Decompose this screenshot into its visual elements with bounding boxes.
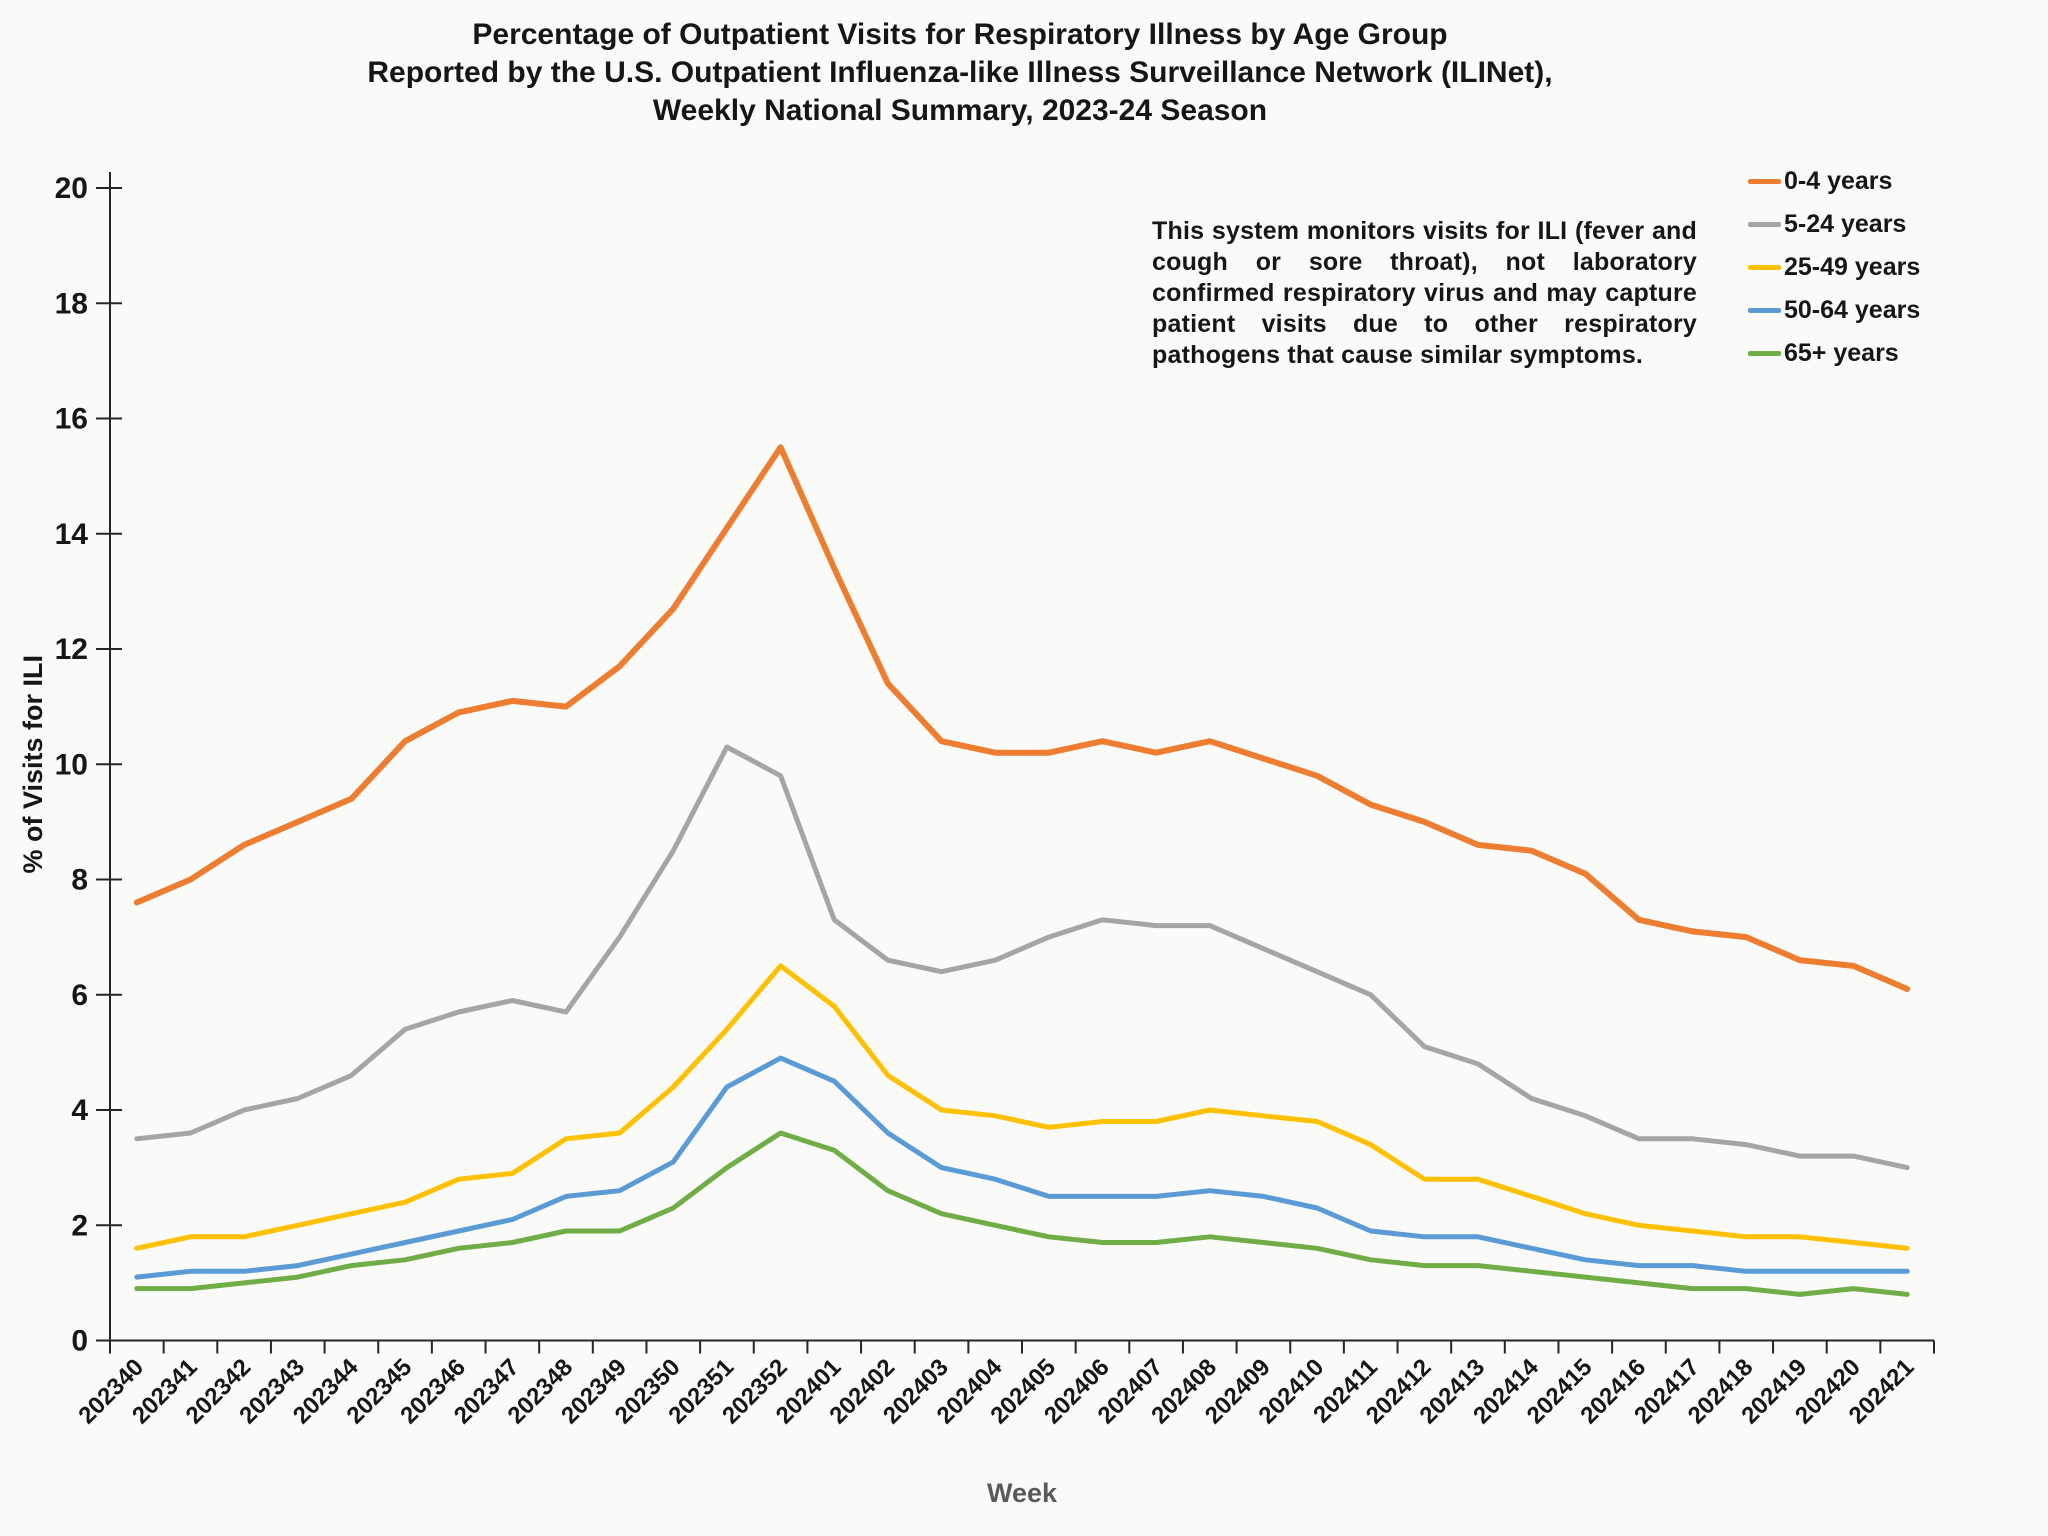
- y-tick-label: 18: [55, 287, 88, 320]
- y-tick-label: 0: [71, 1325, 88, 1358]
- legend-line-swatch: [1748, 308, 1781, 313]
- legend-line-swatch: [1748, 222, 1781, 227]
- series-line-65-years: [134, 1130, 1910, 1297]
- y-tick-label: 16: [55, 403, 88, 436]
- series-line-0-4-years: [133, 444, 1911, 992]
- legend-item-65-plus-years: 65+ years: [1748, 332, 2038, 375]
- legend-line-swatch: [1748, 179, 1781, 184]
- y-tick-label: 4: [71, 1094, 88, 1127]
- x-axis-title: Week: [987, 1478, 1058, 1508]
- y-tick-label: 14: [55, 518, 89, 551]
- chart-title-line-3: Weekly National Summary, 2023-24 Season: [652, 94, 1268, 127]
- y-tick-label: 20: [55, 172, 88, 205]
- y-tick-label: 6: [71, 979, 88, 1012]
- chart-title-line-1: Percentage of Outpatient Visits for Resp…: [472, 18, 1448, 51]
- legend-label: 0-4 years: [1784, 167, 1893, 195]
- chart-legend: 0-4 years 5-24 years 25-49 years 50-64 y…: [1748, 160, 2038, 375]
- y-axis-title: % of Visits for ILI: [18, 655, 48, 874]
- y-tick-label: 2: [71, 1209, 88, 1242]
- y-tick-label: 8: [71, 864, 88, 897]
- chart-title: Percentage of Outpatient Visits for Resp…: [180, 16, 1740, 130]
- legend-label: 50-64 years: [1784, 296, 1921, 324]
- legend-label: 65+ years: [1784, 339, 1899, 367]
- y-tick-label: 12: [55, 633, 88, 666]
- legend-item-25-49-years: 25-49 years: [1748, 246, 2038, 289]
- legend-label: 25-49 years: [1784, 253, 1921, 281]
- series-line-25-49-years: [134, 963, 1910, 1251]
- y-tick-label: 10: [55, 748, 88, 781]
- chart-title-line-2: Reported by the U.S. Outpatient Influenz…: [367, 56, 1553, 89]
- legend-item-50-64-years: 50-64 years: [1748, 289, 2038, 332]
- legend-label: 5-24 years: [1784, 210, 1907, 238]
- series-line-5-24-years: [134, 744, 1910, 1171]
- chart-annotation: This system monitors visits for ILI (fev…: [1152, 217, 1697, 369]
- legend-item-5-24-years: 5-24 years: [1748, 203, 2038, 246]
- legend-line-swatch: [1748, 351, 1781, 356]
- legend-line-swatch: [1748, 265, 1781, 270]
- series-line-50-64-years: [134, 1055, 1910, 1280]
- legend-item-0-4-years: 0-4 years: [1748, 160, 2038, 203]
